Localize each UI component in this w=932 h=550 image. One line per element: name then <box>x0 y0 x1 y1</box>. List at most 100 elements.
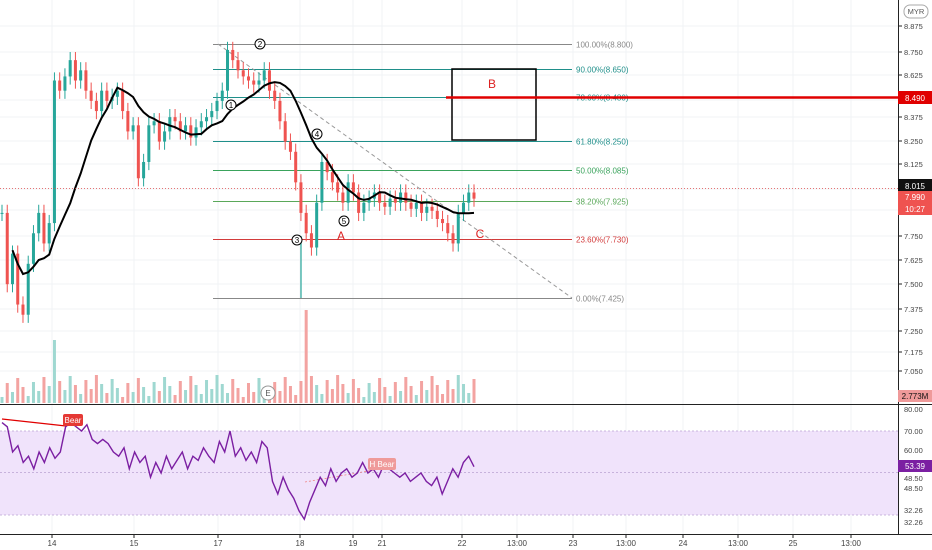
volume-bar <box>126 383 130 403</box>
fib-level-label: 100.00%(8.800) <box>576 41 633 50</box>
candle-body <box>341 192 345 203</box>
rsi-tick: 48.50 <box>904 474 923 483</box>
volume-ma-label: 2.773M <box>902 392 929 401</box>
time-axis[interactable]: 14 15 17 18 19 21 22 13:00 23 13:00 24 13:00 25 13:00 <box>48 534 862 548</box>
volume-bar <box>252 392 256 403</box>
candles <box>0 41 476 323</box>
wave-markers: 1 2 3 4 5 <box>225 38 350 246</box>
wave-2: 2 <box>258 40 263 49</box>
candle-body <box>241 70 245 77</box>
volume-bar <box>315 385 319 403</box>
candle-body <box>288 141 292 152</box>
volume-bar <box>205 380 209 403</box>
target-price-label: 8.490 <box>905 94 926 103</box>
candle-body <box>68 60 72 77</box>
candle-body <box>10 253 14 285</box>
candle-body <box>388 198 392 207</box>
candle-body <box>5 212 9 285</box>
volume-bar <box>31 382 35 403</box>
volume-bar <box>372 392 376 403</box>
candle-body <box>456 212 460 244</box>
volume-bar <box>189 376 193 403</box>
candle-body <box>273 90 277 101</box>
candle-body <box>105 90 109 101</box>
time-tick: 25 <box>789 539 798 548</box>
candle-body <box>257 80 261 85</box>
volume-bar <box>351 379 355 403</box>
candle-body <box>294 151 298 183</box>
volume-bar <box>409 386 413 403</box>
volume-bar <box>168 386 172 403</box>
volume-bar <box>163 377 167 403</box>
volume-bar <box>147 396 151 403</box>
candle-body <box>84 70 88 91</box>
candle-body <box>315 202 319 248</box>
candle-body <box>236 60 240 71</box>
volume-bar <box>393 382 397 403</box>
earnings-marker[interactable]: E <box>265 389 270 398</box>
currency-badge[interactable]: MYR <box>908 7 925 16</box>
fib-level-label: 50.00%(8.085) <box>576 167 629 176</box>
downtrend-line[interactable] <box>217 43 573 299</box>
volume-bar <box>0 397 4 403</box>
candle-body <box>320 161 324 203</box>
candle-body <box>252 80 256 85</box>
candle-body <box>462 202 466 213</box>
candle-body <box>357 192 361 213</box>
volume-bar <box>299 381 303 403</box>
candle-body <box>152 121 156 126</box>
wave-1: 1 <box>229 101 234 110</box>
time-tick: 13:00 <box>728 539 749 548</box>
volume-bar <box>257 378 261 403</box>
price-tick: 8.625 <box>904 71 923 80</box>
candle-body <box>420 202 424 213</box>
candle-body <box>441 219 445 224</box>
volume-bar <box>357 388 361 403</box>
volume-bar <box>115 388 119 403</box>
candle-body <box>147 125 151 162</box>
volume-bar <box>194 385 198 403</box>
candle-body <box>89 90 93 101</box>
volume-bar <box>472 379 476 403</box>
candle-body <box>178 121 182 132</box>
price-tick: 8.875 <box>904 22 923 31</box>
candle-body <box>73 60 77 81</box>
rsi-tick: 48.50 <box>904 484 923 493</box>
volume-bar <box>283 377 287 403</box>
volume-bar <box>420 381 424 403</box>
time-tick: 13:00 <box>841 539 862 548</box>
volume-bar <box>37 391 41 403</box>
candle-body <box>435 210 439 220</box>
price-tick: 7.625 <box>904 256 923 265</box>
volume-bar <box>241 397 245 403</box>
rsi-hidden-bear-divergence <box>304 467 386 483</box>
time-tick: 13:00 <box>507 539 528 548</box>
volume-bar <box>414 395 418 403</box>
wave-label-b: B <box>488 77 496 91</box>
volume-bar <box>330 389 334 403</box>
volume-bar <box>131 392 135 403</box>
volume-bar <box>383 387 387 403</box>
target-box-b[interactable] <box>451 68 537 141</box>
fibonacci-retracement[interactable]: 100.00%(8.800)90.00%(8.650)78.60%(8.480)… <box>213 41 633 304</box>
volume-bar <box>399 391 403 403</box>
volume-bar <box>110 379 114 403</box>
candle-body <box>231 49 235 61</box>
fib-level-label: 0.00%(7.425) <box>576 295 624 304</box>
candle-body <box>346 182 350 203</box>
volume-bar <box>58 381 62 403</box>
volume-bar <box>336 375 340 403</box>
candle-body <box>52 80 56 224</box>
candle-body <box>451 233 455 244</box>
candle-body <box>16 253 20 305</box>
volume-bars <box>0 310 476 403</box>
candle-body <box>173 117 177 122</box>
volume-bar <box>367 383 371 403</box>
volume-bar <box>446 380 450 403</box>
volume-bar <box>309 376 313 403</box>
candle-body <box>31 233 35 264</box>
candle-body <box>94 100 98 112</box>
volume-bar <box>278 391 282 403</box>
volume-bar <box>435 385 439 403</box>
candle-body <box>467 192 471 203</box>
